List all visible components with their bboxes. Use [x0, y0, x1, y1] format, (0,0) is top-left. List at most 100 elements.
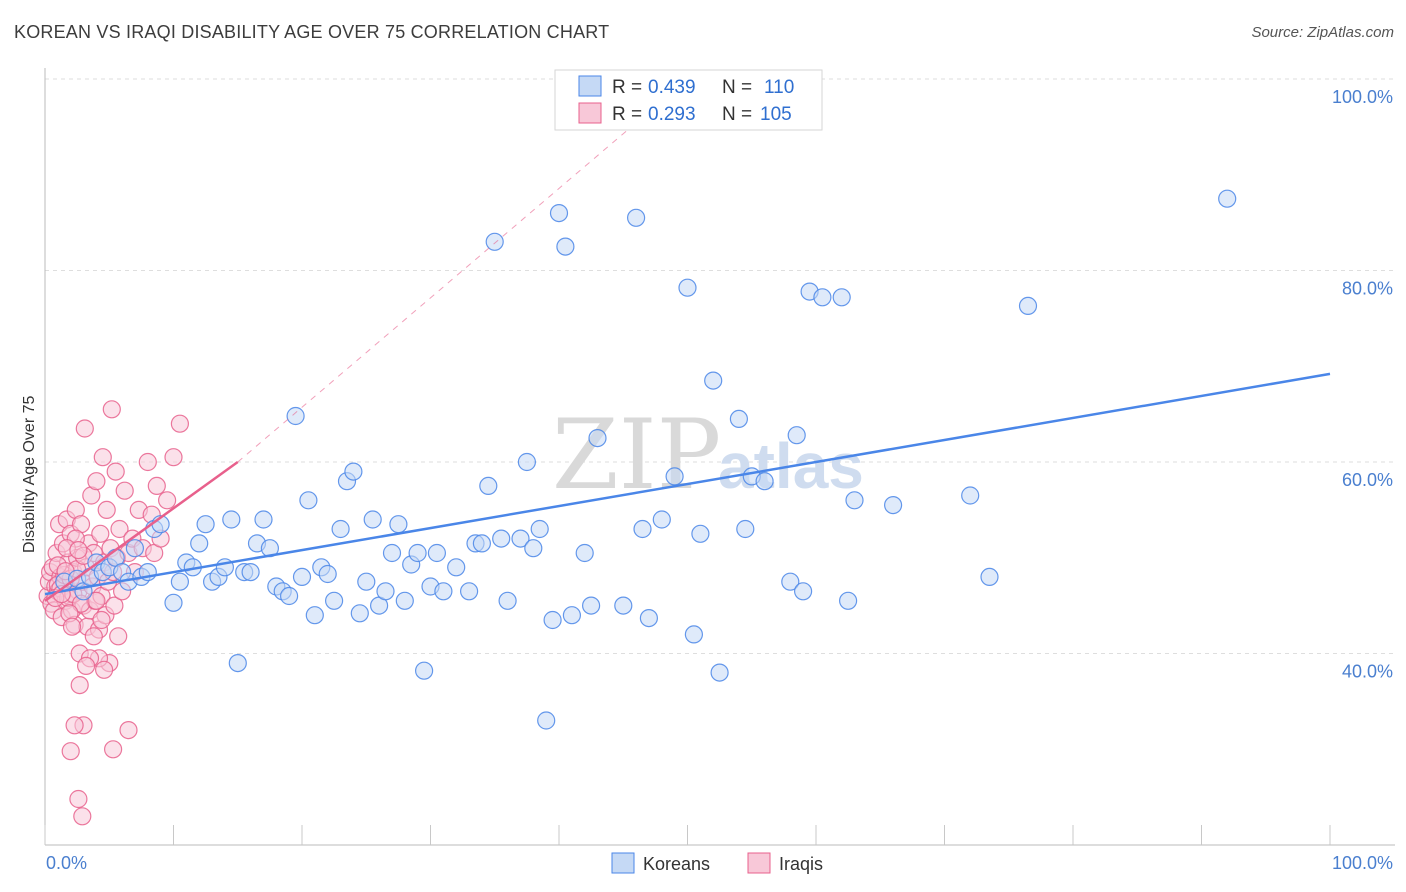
iraqi-point [75, 419, 94, 438]
korean-point [325, 591, 344, 610]
korean-point [665, 467, 684, 486]
korean-point [125, 539, 144, 558]
korean-point [164, 593, 183, 612]
korean-point [427, 543, 446, 563]
iraqi-point [115, 481, 134, 500]
korean-point [196, 515, 215, 534]
korean-point [961, 486, 980, 505]
korean-point [1218, 189, 1237, 208]
korean-point [170, 572, 189, 591]
korean-point [710, 663, 729, 682]
legend-swatch-koreans [578, 75, 602, 97]
iraqi-point [87, 472, 106, 491]
korean-point [222, 510, 241, 529]
korean-point [537, 711, 556, 730]
korean-point [492, 529, 511, 548]
iraqi-point [105, 596, 124, 615]
chart-title: KOREAN VS IRAQI DISABILITY AGE OVER 75 C… [14, 22, 610, 42]
korean-point [517, 452, 537, 472]
korean-point [736, 519, 755, 539]
iraqi-trend-extension [237, 78, 688, 463]
korean-point [498, 591, 517, 610]
iraqi-point [62, 617, 82, 636]
korean-point [652, 510, 671, 529]
korean-point [614, 596, 633, 615]
legend-r-label-iraqis: R = [612, 104, 642, 125]
korean-point [331, 519, 350, 539]
korean-point [543, 610, 562, 630]
legend-n-label-iraqis: N = [722, 104, 752, 125]
korean-point [704, 371, 723, 390]
korean-point [305, 606, 324, 625]
korean-point [280, 586, 299, 606]
korean-point [832, 288, 851, 307]
korean-point [562, 606, 582, 625]
korean-trend-line [44, 372, 1331, 596]
korean-point [363, 510, 382, 529]
korean-point [729, 409, 749, 428]
korean-point [511, 529, 530, 548]
korean-point [395, 591, 414, 610]
korean-point [408, 543, 427, 563]
legend-swatch-iraqis [578, 102, 602, 124]
korean-point [344, 462, 363, 481]
korean-point [460, 582, 479, 601]
korean-point [389, 515, 408, 534]
iraqi-point [87, 591, 106, 610]
korean-point [318, 564, 337, 584]
korean-point [254, 510, 273, 529]
korean-point [588, 429, 607, 448]
korean-point [556, 237, 575, 256]
y-tick-label: 60.0% [1342, 470, 1393, 490]
iraqi-point [84, 627, 103, 646]
series-koreans [55, 189, 1237, 730]
watermark-zip: ZIP [552, 399, 721, 511]
korean-point [479, 476, 498, 495]
korean-point [781, 572, 800, 591]
korean-point [376, 582, 395, 601]
legend-n-label-koreans: N = [722, 77, 752, 98]
korean-point [755, 472, 774, 491]
iraqi-point [109, 627, 128, 646]
korean-point [581, 596, 601, 615]
y-tick-label: 80.0% [1342, 279, 1393, 299]
series-iraqis [38, 400, 189, 826]
legend-label-koreans: Koreans [643, 854, 710, 874]
korean-point [678, 278, 697, 297]
iraqi-point [65, 716, 84, 735]
korean-point [292, 567, 312, 587]
korean-point [787, 426, 806, 445]
iraqi-point [164, 448, 183, 467]
korean-point [434, 582, 453, 601]
korean-point [447, 558, 466, 577]
korean-point [241, 562, 260, 582]
korean-point [190, 534, 209, 553]
x-tick-labels: 0.0% 100.0% [46, 853, 1393, 873]
korean-point [684, 625, 704, 644]
legend-n-value-koreans: 110 [764, 77, 794, 98]
iraqi-point [103, 740, 123, 759]
korean-point [530, 519, 549, 539]
korean-point [845, 491, 864, 510]
iraqi-trend-line [44, 460, 239, 602]
y-tick-label: 40.0% [1342, 662, 1393, 682]
korean-point [1018, 296, 1038, 315]
y-tick-label: 100.0% [1332, 87, 1393, 107]
korean-point [472, 534, 491, 553]
legend-r-value-iraqis: 0.293 [648, 104, 696, 125]
korean-point [485, 232, 504, 251]
korean-point [980, 567, 999, 587]
iraqi-point [119, 720, 138, 740]
source-label: Source: ZipAtlas.com [1251, 24, 1394, 41]
iraqi-point [106, 462, 125, 481]
trend-lines [44, 78, 1331, 602]
iraqi-point [73, 807, 92, 826]
iraqi-point [94, 660, 114, 679]
korean-point [626, 208, 646, 227]
iraqi-point [170, 414, 189, 433]
axes [44, 68, 1395, 846]
series-legend: Koreans Iraqis [611, 852, 823, 874]
iraqi-point [70, 675, 89, 695]
iraqi-point [69, 789, 88, 809]
